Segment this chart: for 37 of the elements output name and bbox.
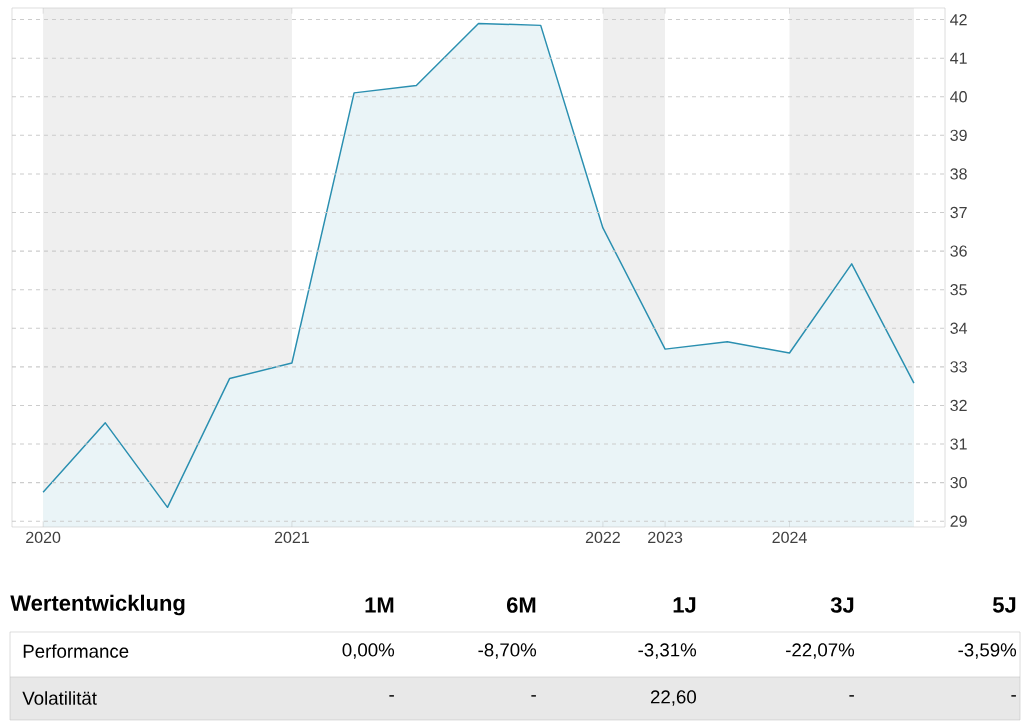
text: Performance: [23, 644, 129, 658]
text: -: [389, 695, 394, 697]
y-tick-label: 36: [950, 245, 967, 257]
y-tick-label: 34: [950, 322, 968, 334]
y-tick-label: 31: [950, 438, 967, 450]
text: -22,07%: [786, 643, 855, 659]
y-tick-label: 38: [950, 168, 967, 180]
y-tick-label: 42: [950, 13, 967, 26]
x-tick-label: 2024: [772, 531, 807, 544]
text: Wertentwicklung: [10, 594, 185, 616]
y-tick-label: 32: [950, 399, 967, 412]
text: 6M: [506, 597, 536, 613]
text: 1J: [673, 597, 696, 613]
y-tick-label: 29: [950, 515, 967, 527]
text: 22,60: [650, 690, 697, 706]
text: -8,70%: [478, 643, 537, 659]
text: Volatilität: [22, 691, 97, 705]
x-tick-label: 2021: [274, 531, 309, 544]
text: -3,59%: [958, 643, 1017, 659]
x-tick-label: 2023: [648, 531, 683, 544]
x-tick-label: 2020: [26, 531, 61, 544]
text: -: [531, 695, 536, 697]
text: 3J: [830, 597, 854, 613]
x-tick-label: 2022: [585, 531, 620, 544]
text: -3,31%: [638, 643, 697, 659]
y-tick-label: 33: [950, 361, 967, 373]
y-tick-label: 37: [950, 206, 967, 219]
text: -: [1011, 695, 1016, 697]
text: -: [849, 695, 854, 697]
y-tick-label: 41: [950, 52, 967, 64]
y-tick-label: 40: [950, 91, 967, 103]
text: 1M: [365, 597, 394, 613]
y-tick-label: 39: [950, 129, 967, 141]
text: 0,00%: [342, 643, 395, 659]
y-tick-label: 30: [950, 476, 967, 489]
y-tick-label: 35: [950, 284, 967, 296]
text: 5J: [992, 597, 1016, 613]
